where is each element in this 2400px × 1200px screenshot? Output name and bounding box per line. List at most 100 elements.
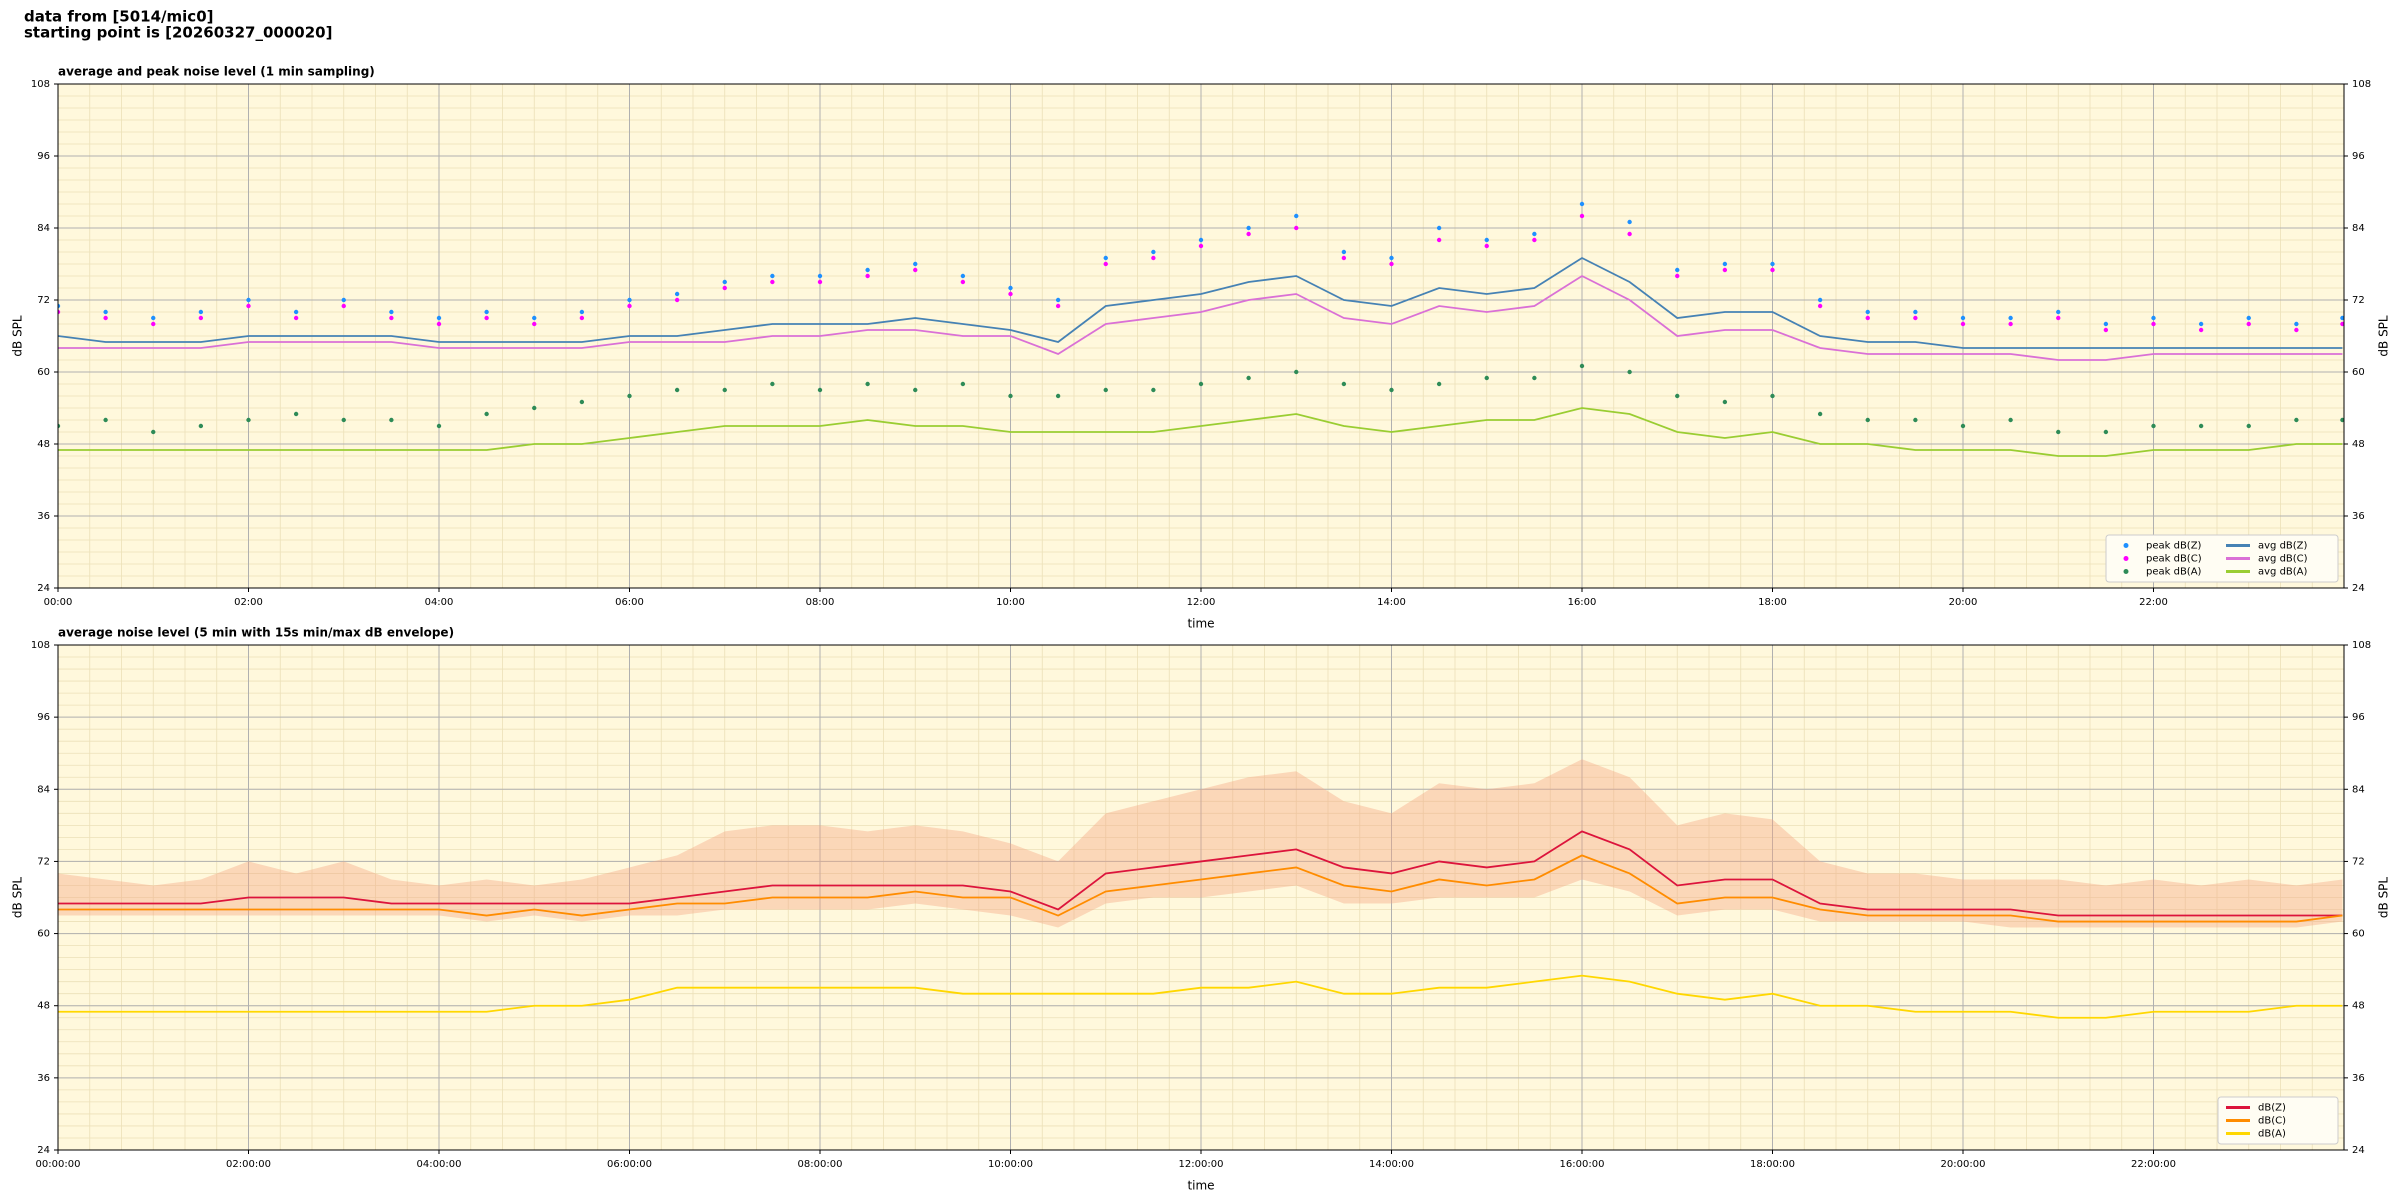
peak-point <box>2294 321 2299 327</box>
peak-point <box>1389 387 1394 393</box>
x-tick-label: 08:00:00 <box>798 1159 843 1170</box>
y-tick-label: 96 <box>37 151 50 162</box>
peak-point <box>2103 327 2109 333</box>
peak-point <box>817 279 823 285</box>
peak-point <box>2151 321 2156 327</box>
peak-point <box>1817 303 1823 309</box>
peak-point <box>532 405 537 411</box>
header-line: data from [5014/mic0] <box>24 8 214 26</box>
peak-point <box>1675 273 1680 279</box>
peak-point <box>1341 381 1347 387</box>
y2-tick-label: 24 <box>2352 583 2365 594</box>
peak-point <box>293 309 299 315</box>
x-tick-label: 00:00 <box>44 597 73 608</box>
legend-marker <box>2123 569 2129 574</box>
y2-tick-label: 108 <box>2352 640 2371 651</box>
peak-point <box>1865 417 1870 423</box>
peak-point <box>246 297 251 303</box>
peak-point <box>1865 309 1870 315</box>
peak-point <box>1341 255 1347 261</box>
y2-tick-label: 96 <box>2352 712 2365 723</box>
peak-point <box>865 267 870 273</box>
peak-point <box>1246 225 1251 231</box>
peak-point <box>1627 369 1632 375</box>
peak-point <box>1246 231 1251 237</box>
y-tick-label: 48 <box>37 439 50 450</box>
peak-point <box>2246 321 2251 327</box>
y2-tick-label: 96 <box>2352 151 2365 162</box>
series-line <box>58 407 2343 457</box>
peak-point <box>2340 315 2344 321</box>
x-tick-label: 02:00:00 <box>226 1159 271 1170</box>
peak-point <box>1436 237 1442 243</box>
peak-point <box>1913 315 1918 321</box>
legend-label: peak dB(C) <box>2146 554 2202 565</box>
x-tick-label: 20:00 <box>1949 597 1978 608</box>
peak-point <box>1008 291 1013 297</box>
peak-point <box>1817 411 1823 417</box>
y-tick-label: 108 <box>31 79 50 90</box>
peak-point <box>436 321 442 327</box>
peak-point <box>627 303 632 309</box>
peak-point <box>674 297 680 303</box>
peak-point <box>1960 423 1966 429</box>
legend-label: dB(Z) <box>2258 1103 2286 1114</box>
peak-point <box>151 315 156 321</box>
peak-point <box>1722 261 1728 267</box>
peak-point <box>579 309 585 315</box>
peak-point <box>1294 213 1299 219</box>
x-tick-label: 12:00:00 <box>1179 1159 1224 1170</box>
peak-point <box>1532 237 1537 243</box>
peak-point <box>1484 237 1489 243</box>
peak-point <box>1103 261 1108 267</box>
peak-point <box>1913 309 1918 315</box>
peak-point <box>293 411 299 417</box>
peak-point <box>1103 387 1108 393</box>
x-tick-label: 22:00:00 <box>2131 1159 2176 1170</box>
peak-point <box>722 285 727 291</box>
peak-point <box>770 273 775 279</box>
peak-point <box>1055 393 1061 399</box>
peak-point <box>2151 423 2156 429</box>
y-tick-label: 96 <box>37 712 50 723</box>
peak-point <box>1294 225 1299 231</box>
x-tick-label: 10:00 <box>996 597 1025 608</box>
peak-point <box>865 273 870 279</box>
peak-point <box>1675 267 1680 273</box>
y-axis-label: dB SPL <box>11 315 25 357</box>
y2-tick-label: 36 <box>2352 1073 2365 1084</box>
peak-point <box>913 267 918 273</box>
legend-label: avg dB(A) <box>2258 567 2308 578</box>
y2-tick-label: 24 <box>2352 1145 2365 1156</box>
peak-point <box>2340 417 2344 423</box>
peak-point <box>627 393 632 399</box>
x-axis-label: time <box>1187 617 1214 631</box>
peak-point <box>341 417 346 423</box>
y2-tick-label: 60 <box>2352 367 2365 378</box>
peak-point <box>2198 321 2204 327</box>
peak-point <box>1579 213 1585 219</box>
chart-title: average noise level (5 min with 15s min/… <box>58 626 454 640</box>
peak-point <box>1151 255 1156 261</box>
peak-point <box>579 315 585 321</box>
peak-point <box>484 315 489 321</box>
y2-tick-label: 84 <box>2352 784 2365 795</box>
peak-point <box>436 315 442 321</box>
x-tick-label: 06:00:00 <box>607 1159 652 1170</box>
peak-point <box>1532 231 1537 237</box>
y2-tick-label: 36 <box>2352 511 2365 522</box>
x-axis-label: time <box>1187 1179 1214 1193</box>
y-tick-label: 24 <box>37 583 50 594</box>
peak-point <box>1151 249 1156 255</box>
peak-point <box>1484 375 1489 381</box>
header-line: starting point is [20260327_000020] <box>24 24 332 42</box>
peak-point <box>2008 321 2013 327</box>
peak-point <box>1817 297 1823 303</box>
peak-point <box>1627 219 1632 225</box>
peak-point <box>913 387 918 393</box>
y2-tick-label: 48 <box>2352 1001 2365 1012</box>
peak-point <box>198 309 204 315</box>
peak-point <box>2198 327 2204 333</box>
x-tick-label: 16:00 <box>1568 597 1597 608</box>
